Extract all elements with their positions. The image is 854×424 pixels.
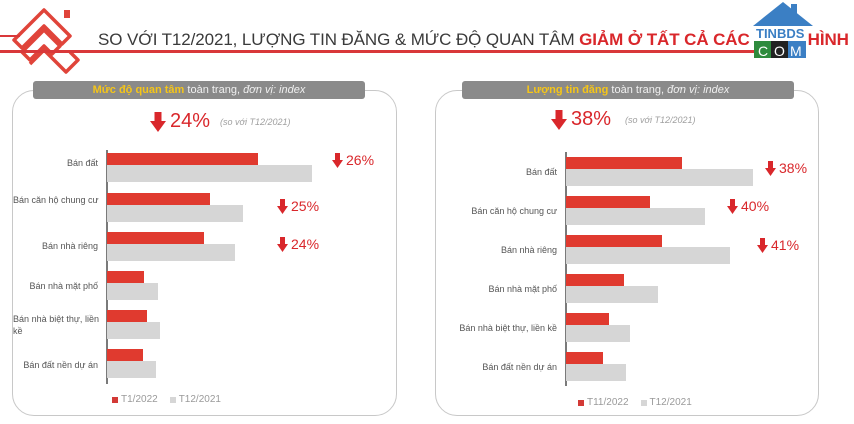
bar-previous bbox=[107, 322, 160, 339]
category-label: Bán đất bbox=[525, 167, 557, 177]
down-arrow-icon bbox=[277, 198, 288, 214]
category-label: Bán căn hộ chung cư bbox=[471, 206, 557, 216]
svg-text:C: C bbox=[758, 43, 768, 58]
listings-total-change: 38% (so với T12/2021) bbox=[551, 108, 696, 131]
bar-previous bbox=[107, 244, 235, 261]
legend-swatch-previous bbox=[640, 399, 647, 406]
down-arrow-icon bbox=[757, 237, 768, 253]
category-label: Bán căn hộ chung cư bbox=[13, 195, 99, 205]
header-rule bbox=[0, 50, 795, 53]
change-label: 25% bbox=[277, 198, 319, 214]
bar-previous bbox=[566, 208, 705, 225]
svg-text:O: O bbox=[774, 43, 785, 58]
page-title: SO VỚI T12/2021, LƯỢNG TIN ĐĂNG & MỨC ĐỘ… bbox=[98, 30, 849, 50]
listings-chart-legend: T11/2022 T12/2021 bbox=[578, 397, 704, 408]
down-arrow-icon bbox=[765, 160, 776, 176]
interest-y-axis bbox=[106, 150, 108, 384]
brand-logo-icon bbox=[12, 8, 80, 74]
category-label: Bán đất nền dự án bbox=[482, 362, 557, 372]
down-arrow-icon bbox=[727, 198, 738, 214]
title-highlight-end: HÌNH bbox=[807, 30, 849, 49]
bar-previous bbox=[566, 286, 658, 303]
svg-text:TINBDS: TINBDS bbox=[756, 26, 805, 41]
category-label: Bán nhà riêng bbox=[500, 245, 557, 255]
category-label: Bán nhà mặt phố bbox=[29, 281, 98, 291]
listings-chart-title: Lượng tin đăng toàn trang, đơn vị: index bbox=[462, 81, 794, 99]
bar-previous bbox=[566, 325, 630, 342]
legend-swatch-previous bbox=[169, 396, 176, 403]
down-arrow-icon bbox=[551, 109, 567, 130]
title-highlight: GIẢM Ở TẤT CẢ CÁC bbox=[579, 30, 750, 49]
bar-previous bbox=[107, 165, 312, 182]
down-arrow-icon bbox=[277, 236, 288, 252]
bar-previous bbox=[107, 361, 156, 378]
legend-swatch-current bbox=[112, 396, 118, 403]
category-label: Bán nhà biệt thự, liền kề bbox=[13, 314, 99, 336]
down-arrow-icon bbox=[150, 111, 166, 132]
change-label: 24% bbox=[277, 236, 319, 252]
category-label: Bán đất bbox=[66, 158, 98, 168]
listings-y-axis bbox=[565, 152, 567, 386]
legend-swatch-current bbox=[578, 399, 584, 406]
change-label: 38% bbox=[765, 160, 807, 176]
change-label: 26% bbox=[332, 152, 374, 168]
bar-previous bbox=[566, 247, 730, 264]
title-prefix: SO VỚI T12/2021, LƯỢNG TIN ĐĂNG & MỨC ĐỘ… bbox=[98, 30, 580, 49]
tinbds-watermark-icon: TINBDS C O M bbox=[753, 2, 813, 58]
interest-chart-title: Mức độ quan tâm toàn trang, đơn vị: inde… bbox=[33, 81, 365, 99]
svg-text:M: M bbox=[790, 43, 802, 58]
change-label: 41% bbox=[757, 237, 799, 253]
bar-previous bbox=[566, 364, 626, 381]
change-label: 40% bbox=[727, 198, 769, 214]
category-label: Bán nhà mặt phố bbox=[488, 284, 557, 294]
bar-previous bbox=[566, 169, 753, 186]
interest-total-change: 24% (so với T12/2021) bbox=[150, 110, 291, 133]
category-label: Bán đất nền dự án bbox=[23, 360, 98, 370]
bar-previous bbox=[107, 205, 243, 222]
bar-previous bbox=[107, 283, 158, 300]
interest-chart-legend: T1/2022 T12/2021 bbox=[112, 394, 233, 405]
down-arrow-icon bbox=[332, 152, 343, 168]
header-rule-left bbox=[0, 35, 20, 37]
category-label: Bán nhà riêng bbox=[41, 241, 98, 251]
category-label: Bán nhà biệt thự, liền kề bbox=[459, 323, 557, 333]
